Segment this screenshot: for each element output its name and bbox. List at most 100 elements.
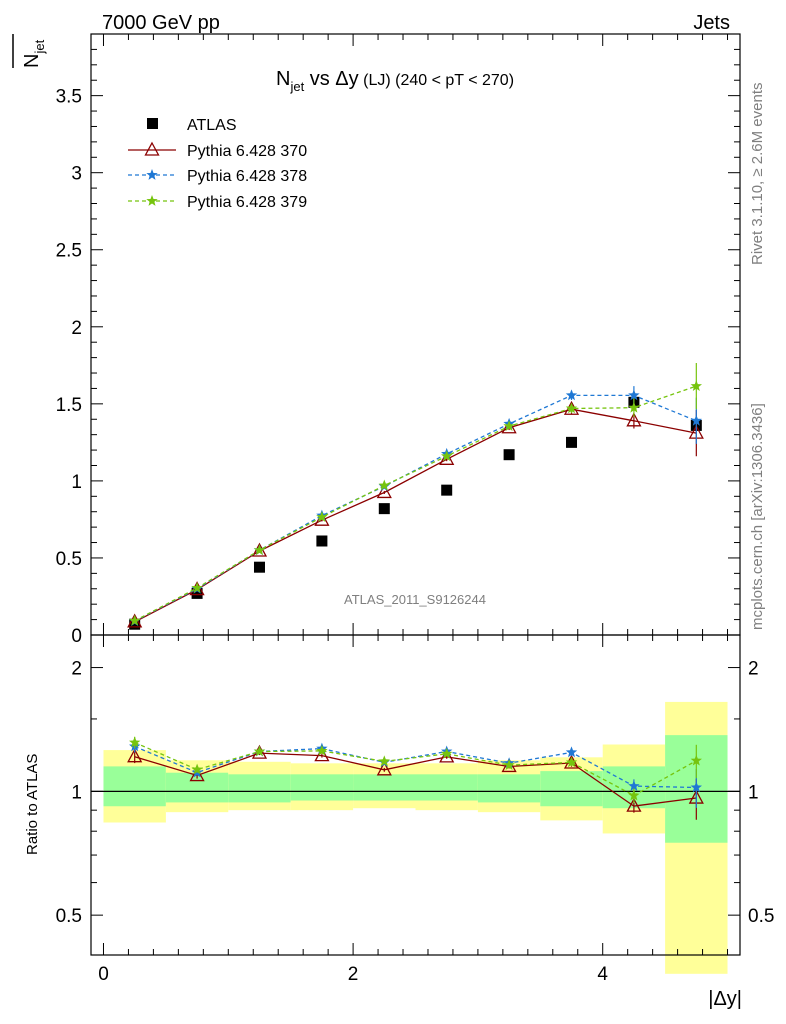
data-point-ratio <box>690 781 702 793</box>
series-line-top <box>134 408 697 623</box>
data-point-ratio <box>129 736 141 748</box>
ratio-ytick-label: 2 <box>71 659 82 680</box>
title-range: (240 < pT < 270) <box>391 72 514 89</box>
data-point-top <box>378 479 390 491</box>
data-point-atlas <box>253 561 265 573</box>
data-point-top <box>129 614 141 626</box>
series-line-top <box>134 394 697 622</box>
xtick-label: 2 <box>348 964 359 985</box>
data-point-top <box>253 544 266 556</box>
ratio-ytick-label: 1 <box>71 782 82 803</box>
top-ytick-label: 0.5 <box>56 549 82 570</box>
data-point-atlas <box>503 449 515 461</box>
xtick-label: 0 <box>98 964 109 985</box>
axes <box>90 33 741 956</box>
data-point-ratio <box>316 744 328 756</box>
legend-star-379 <box>146 195 158 206</box>
xtick-label: 4 <box>597 964 608 985</box>
legend-marker-378 <box>146 169 158 180</box>
watermark: ATLAS_2011_S9126244 <box>344 592 486 607</box>
data-point-ratio <box>191 763 203 775</box>
top-ytick-label: 2.5 <box>56 241 82 262</box>
data-point-top <box>565 389 578 401</box>
title-vs: vs Δy <box>304 68 358 90</box>
data-point-top <box>626 412 642 427</box>
legend-label-379: Pythia 6.428 379 <box>187 194 307 211</box>
ratio-band-green <box>103 766 166 807</box>
data-point-ratio <box>314 747 330 762</box>
data-point-ratio <box>378 755 390 767</box>
data-point-ratio <box>565 746 578 758</box>
ylabel-main: N <box>21 54 43 68</box>
ratio-ytick-label-right: 2 <box>748 659 759 680</box>
svg-text:Njet: Njet <box>21 39 47 68</box>
data-point-top <box>376 484 392 499</box>
data-point-top <box>316 511 328 522</box>
data-point-atlas <box>566 436 578 448</box>
plot-title: Njet vs Δy (LJ) (240 < pT < 270) <box>276 68 514 94</box>
ratio-ylabel: Ratio to ATLAS <box>24 754 41 855</box>
xlabel: |Δy| <box>708 988 742 1010</box>
data-point-ratio <box>376 761 392 776</box>
side-label-bottom: mcplots.cern.ch [arXiv:1306.3436] <box>749 403 766 630</box>
series-379 <box>129 363 702 803</box>
data-point-atlas <box>316 535 328 547</box>
top-ytick-label: 1.5 <box>56 395 82 416</box>
data-point-ratio <box>690 754 702 766</box>
legend-label-370: Pythia 6.428 370 <box>187 143 307 160</box>
ratio-band-green <box>415 774 478 801</box>
ratio-band-green <box>353 774 416 801</box>
data-point-atlas <box>378 503 390 515</box>
data-point-ratio <box>628 780 640 791</box>
data-point-top <box>501 419 517 434</box>
data-point-top <box>628 389 640 401</box>
data-point-atlas <box>441 484 453 496</box>
top-ytick-label: 2 <box>71 318 82 339</box>
header-left: 7000 GeV pp <box>102 12 220 34</box>
data-point-ratio <box>441 747 453 759</box>
series-line-ratio <box>134 752 697 807</box>
data-point-top <box>690 380 702 391</box>
data-point-ratio <box>253 745 266 757</box>
data-point-ratio <box>628 789 640 801</box>
ratio-band-green <box>540 771 603 807</box>
ratio-band-green <box>477 774 541 803</box>
ratio-band-green <box>228 774 291 803</box>
legend-star-378 <box>146 169 158 180</box>
ratio-ytick-label-right: 0.5 <box>748 906 774 927</box>
data-point-ratio <box>127 748 143 763</box>
ratio-bands <box>91 701 740 974</box>
top-ytick-label: 3 <box>71 164 82 185</box>
bottom-frame <box>90 634 741 956</box>
top-ytick-label: 0 <box>71 626 82 647</box>
legend-marker-atlas <box>147 118 158 129</box>
ratio-ytick-label-right: 1 <box>748 782 759 803</box>
data-point-top <box>191 582 203 593</box>
legend-label-atlas: ATLAS <box>187 117 237 134</box>
data-point-atlas <box>191 587 203 599</box>
data-point-ratio <box>565 756 578 768</box>
data-point-ratio <box>189 767 205 782</box>
title-sub: jet <box>289 79 304 94</box>
ylabel-sub: jet <box>32 39 47 54</box>
series-line-ratio <box>134 741 697 797</box>
data-point-top <box>503 420 515 431</box>
data-point-top <box>628 401 640 413</box>
data-point-top <box>690 414 702 426</box>
data-point-ratio <box>626 797 642 812</box>
ratio-ytick-label: 0.5 <box>56 906 82 927</box>
series-layer <box>127 363 704 820</box>
side-label-top: Rivet 3.1.10, ≥ 2.6M events <box>749 83 766 266</box>
legend-marker-379 <box>146 195 158 206</box>
ratio-band-green <box>290 774 354 801</box>
top-ytick-label: 1 <box>71 472 82 493</box>
data-point-top <box>565 402 578 414</box>
data-point-top <box>441 450 453 462</box>
series-line-ratio <box>134 745 697 789</box>
legend-label-378: Pythia 6.428 378 <box>187 168 307 185</box>
series-line-top <box>134 385 697 622</box>
header-right: Jets <box>693 12 730 34</box>
top-ytick-label: 3.5 <box>56 87 82 108</box>
legend: ATLAS Pythia 6.428 370 Pythia 6.428 378 … <box>128 117 307 211</box>
